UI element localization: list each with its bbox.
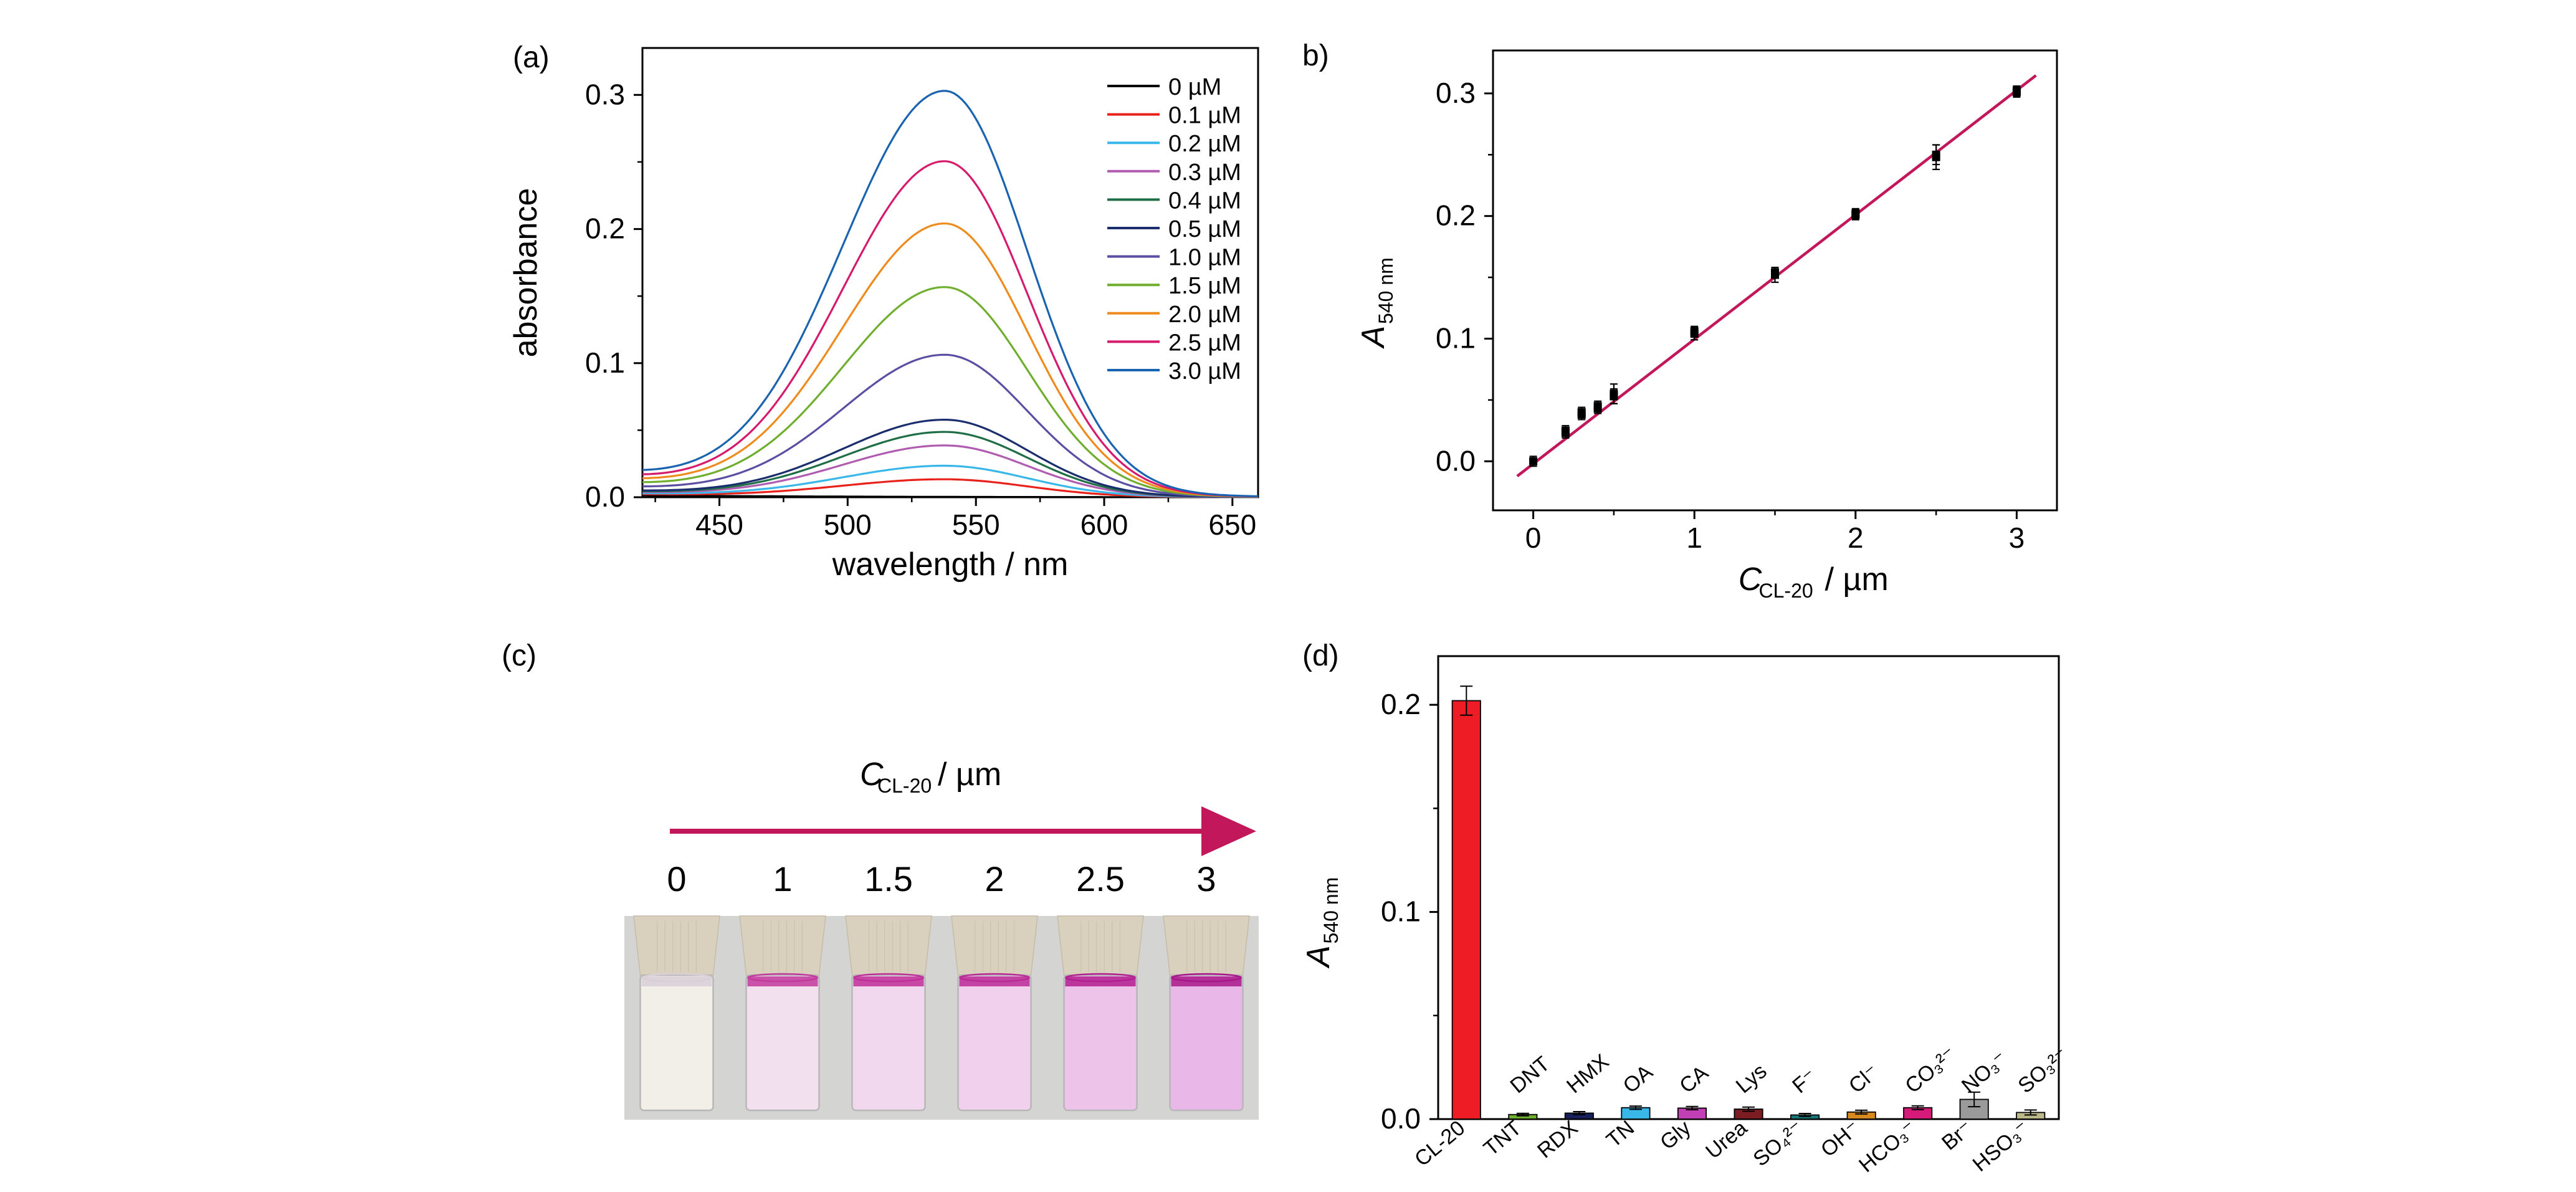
svg-text:SO₃²⁻: SO₃²⁻ [2013,1043,2073,1098]
svg-text:TNT: TNT [1479,1116,1526,1161]
svg-text:2.5 µM: 2.5 µM [1168,330,1241,356]
svg-text:0.1: 0.1 [585,346,625,379]
svg-text:b): b) [1302,39,1329,72]
svg-text:0.3: 0.3 [585,78,625,110]
svg-text:0.1: 0.1 [1436,322,1476,355]
svg-text:0.0: 0.0 [585,480,625,513]
svg-text:650: 650 [1208,508,1256,541]
svg-text:A: A [1355,326,1391,350]
svg-text:OA: OA [1619,1060,1658,1098]
svg-text:RDX: RDX [1533,1116,1582,1163]
svg-text:(c): (c) [502,639,537,672]
svg-text:(d): (d) [1302,639,1339,672]
svg-text:0: 0 [667,859,686,899]
svg-text:450: 450 [695,508,743,541]
svg-text:0.3: 0.3 [1436,77,1476,109]
svg-text:3: 3 [2009,522,2025,554]
svg-text:2.5: 2.5 [1076,859,1125,899]
svg-text:0.2: 0.2 [1436,199,1476,232]
svg-text:(a): (a) [513,41,550,74]
svg-text:NO₃⁻: NO₃⁻ [1957,1047,2012,1098]
svg-text:540 nm: 540 nm [1375,257,1397,324]
svg-text:0.2: 0.2 [585,212,625,245]
svg-text:0.1 µM: 0.1 µM [1168,103,1241,129]
svg-text:500: 500 [824,508,872,541]
svg-text:Urea: Urea [1701,1116,1752,1164]
svg-text:0: 0 [1525,522,1542,554]
svg-text:0.2: 0.2 [1381,688,1421,720]
svg-text:/ µm: / µm [1825,561,1889,598]
svg-text:3.0 µM: 3.0 µM [1168,358,1241,384]
svg-text:Br⁻: Br⁻ [1937,1116,1977,1155]
svg-text:absorbance: absorbance [508,188,544,358]
svg-text:0.1: 0.1 [1381,895,1421,928]
svg-text:F⁻: F⁻ [1788,1064,1821,1098]
svg-text:0.4 µM: 0.4 µM [1168,188,1241,214]
svg-text:0.0: 0.0 [1436,444,1476,477]
svg-text:0.3 µM: 0.3 µM [1168,160,1241,186]
svg-text:3: 3 [1196,859,1216,899]
svg-text:HCO₃⁻: HCO₃⁻ [1854,1116,1921,1177]
svg-text:A: A [1300,945,1337,969]
svg-text:CA: CA [1675,1061,1713,1098]
svg-text:/ µm: / µm [938,756,1001,793]
svg-text:1.5 µM: 1.5 µM [1168,273,1241,299]
svg-text:2: 2 [985,859,1004,899]
svg-text:CO₃²⁻: CO₃²⁻ [1901,1042,1961,1099]
svg-text:SO₄²⁻: SO₄²⁻ [1749,1116,1808,1171]
svg-text:540 nm: 540 nm [1320,877,1342,944]
svg-text:1.0 µM: 1.0 µM [1168,245,1241,271]
svg-text:0.0: 0.0 [1381,1102,1421,1135]
svg-text:CL-20: CL-20 [877,775,932,797]
svg-text:0.2 µM: 0.2 µM [1168,131,1241,157]
svg-text:OH⁻: OH⁻ [1816,1116,1864,1161]
svg-text:0.5 µM: 0.5 µM [1168,216,1241,242]
svg-text:wavelength / nm: wavelength / nm [832,546,1069,583]
svg-text:Lys: Lys [1732,1059,1772,1098]
svg-text:1: 1 [1686,522,1702,554]
svg-text:1.5: 1.5 [864,859,913,899]
svg-text:Gly: Gly [1656,1116,1695,1155]
svg-text:1: 1 [773,859,792,899]
svg-text:0 µM: 0 µM [1168,74,1221,100]
svg-text:Cl⁻: Cl⁻ [1844,1060,1884,1098]
svg-text:DNT: DNT [1506,1052,1555,1098]
svg-text:HMX: HMX [1562,1049,1613,1098]
svg-text:2.0 µM: 2.0 µM [1168,302,1241,328]
svg-text:550: 550 [952,508,1000,541]
svg-text:600: 600 [1080,508,1128,541]
svg-text:2: 2 [1848,522,1864,554]
svg-text:TN: TN [1602,1116,1639,1152]
svg-text:HSO₃⁻: HSO₃⁻ [1968,1116,2034,1176]
svg-text:CL-20: CL-20 [1759,579,1813,598]
